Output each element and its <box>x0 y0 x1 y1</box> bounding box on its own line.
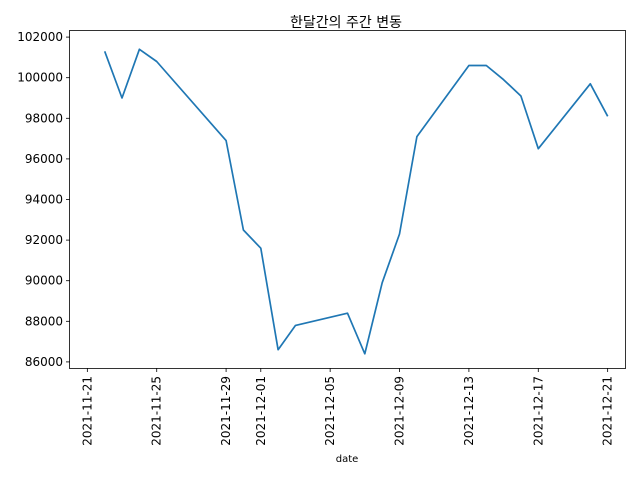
x-axis-label: date <box>336 454 359 465</box>
y-tick-label: 86000 <box>25 355 63 369</box>
x-tick-label: 2021-12-05 <box>323 376 337 446</box>
x-tick-label: 2021-11-25 <box>150 376 164 446</box>
y-tick-label: 92000 <box>25 233 63 247</box>
x-tick-label: 2021-12-01 <box>254 376 268 446</box>
x-tick-label: 2021-12-13 <box>462 376 476 446</box>
x-tick-label: 2021-11-21 <box>80 376 94 446</box>
plot-area: 86000 88000 90000 92000 94000 96000 98000 10000… <box>17 30 614 446</box>
y-tick-label: 90000 <box>25 274 63 288</box>
x-tick-label: 2021-12-17 <box>531 376 545 446</box>
x-tick-label: 2021-12-21 <box>601 376 615 446</box>
x-tick-label: 2021-12-09 <box>393 376 407 446</box>
chart-title: 한달간의 주간 변동 <box>290 15 402 31</box>
y-tick-label: 94000 <box>25 193 63 207</box>
y-tick-label: 102000 <box>17 30 63 44</box>
y-tick-label: 88000 <box>25 314 63 328</box>
series-line <box>103 48 609 355</box>
y-tick-label: 100000 <box>17 71 63 85</box>
plot-frame <box>69 30 626 369</box>
x-tick-label: 2021-11-29 <box>219 376 233 446</box>
y-tick-label: 96000 <box>25 152 63 166</box>
y-tick-label: 98000 <box>25 111 63 125</box>
